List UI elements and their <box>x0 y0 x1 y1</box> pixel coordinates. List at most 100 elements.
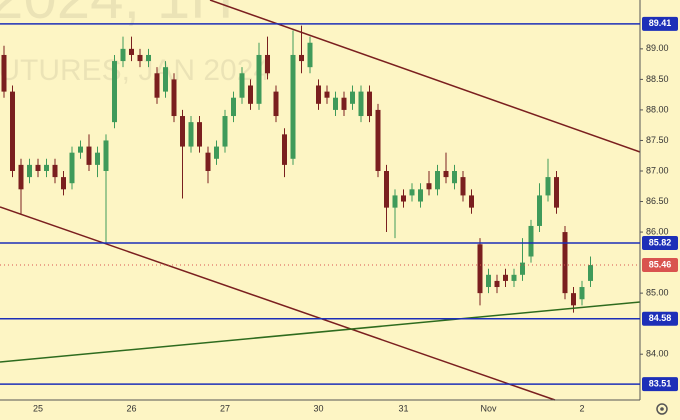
candle-body <box>95 152 100 165</box>
candle-body <box>248 85 253 104</box>
candle-body <box>554 177 559 208</box>
candle-body <box>180 116 185 147</box>
candle-body <box>129 48 134 55</box>
candle-body <box>10 91 15 171</box>
candle-body <box>350 91 355 104</box>
candle-body <box>358 91 364 117</box>
candle-body <box>273 91 279 117</box>
level-label: 84.58 <box>649 313 672 323</box>
x-tick-label: 27 <box>220 403 230 413</box>
y-tick-label: 88.00 <box>646 104 669 114</box>
candle-body <box>265 54 270 74</box>
candle-body <box>222 116 228 147</box>
candle-body <box>307 42 313 68</box>
candle-body <box>384 170 389 208</box>
candle-body <box>520 262 525 275</box>
candle-body <box>537 195 542 226</box>
candle-body <box>112 61 117 123</box>
settings-icon[interactable] <box>656 403 668 415</box>
candle-body <box>579 287 585 300</box>
candle-body <box>290 54 296 159</box>
candle-body <box>239 73 245 98</box>
level-label: 83.51 <box>649 378 672 388</box>
y-tick-label: 84.00 <box>646 349 669 359</box>
y-tick-label: 87.00 <box>646 165 669 175</box>
y-tick-label: 88.50 <box>646 74 669 84</box>
candle-body <box>443 170 449 178</box>
candle-body <box>171 79 177 117</box>
level-label-box <box>642 16 678 31</box>
x-tick-label: 25 <box>33 403 43 413</box>
candle-body <box>588 265 593 281</box>
candle-body <box>299 54 304 62</box>
candle-body <box>409 189 415 196</box>
y-tick-label: 86.50 <box>646 196 669 206</box>
overlay: 84.00 85.00 86.00 86.50 87.00 87.50 88.00 88.50… <box>0 16 678 413</box>
level-label: 85.82 <box>649 237 672 247</box>
candle-body <box>545 177 551 196</box>
candle-body <box>154 73 160 98</box>
candle-body <box>86 146 92 165</box>
candle-body <box>69 152 75 184</box>
x-tick-label: 2 <box>579 403 584 413</box>
candle-body <box>562 232 568 294</box>
candle-body <box>256 54 262 104</box>
candle-body <box>197 122 202 147</box>
candle-body <box>188 122 194 147</box>
candle-body <box>61 177 66 190</box>
candle-body <box>375 109 381 171</box>
candle-body <box>27 164 32 178</box>
current-price-box <box>642 258 678 273</box>
candle-body <box>78 146 83 153</box>
x-tick-label: 26 <box>126 403 136 413</box>
candle-body <box>426 183 432 190</box>
level-label-box <box>642 377 678 392</box>
y-tick-label: 87.50 <box>646 135 669 145</box>
candle-body <box>52 164 58 178</box>
y-tick-label: 86.00 <box>646 226 669 236</box>
settings-icon-center <box>660 407 664 411</box>
candle-body <box>1 54 7 92</box>
candle-body <box>214 146 219 159</box>
trend-line <box>0 301 641 363</box>
candle-body <box>511 274 517 281</box>
candle-body <box>103 140 109 171</box>
candle-body <box>333 97 338 110</box>
y-tick-label: 89.00 <box>646 43 669 53</box>
level-label-box <box>642 236 678 251</box>
candle-body <box>341 97 347 110</box>
candle-body <box>503 274 508 281</box>
watermark-title: 2024, 1H <box>0 0 234 31</box>
x-tick-label: 31 <box>398 403 408 413</box>
current-price-label: 85.46 <box>649 259 672 269</box>
candle-body <box>163 67 168 92</box>
candle-body <box>282 134 287 165</box>
candle-body <box>324 91 330 98</box>
candle-body <box>477 244 483 294</box>
watermark-subtitle: FUTURES, JAN 2024 <box>0 54 270 87</box>
trend-line <box>209 0 641 153</box>
candle-body <box>418 189 423 202</box>
candle-body <box>35 164 41 171</box>
level-label-box <box>642 311 678 326</box>
candle-body <box>435 170 440 190</box>
candle-body <box>137 54 143 62</box>
candle-body <box>205 152 211 171</box>
candle-body <box>44 164 49 171</box>
candle-body <box>460 177 466 196</box>
candle-body <box>316 85 321 104</box>
candle-body <box>401 195 406 202</box>
candle-body <box>231 97 236 117</box>
candle-body <box>146 54 151 62</box>
candle-body <box>18 164 24 190</box>
candle-body <box>452 170 457 184</box>
y-tick-label: 85.00 <box>646 288 669 298</box>
candle-body <box>571 293 576 306</box>
candle-body <box>486 274 491 288</box>
candle-body <box>367 91 372 117</box>
x-tick-label: 30 <box>313 403 323 413</box>
candle-body <box>392 195 398 208</box>
candle-body <box>494 280 500 288</box>
level-label: 89.41 <box>649 18 672 28</box>
